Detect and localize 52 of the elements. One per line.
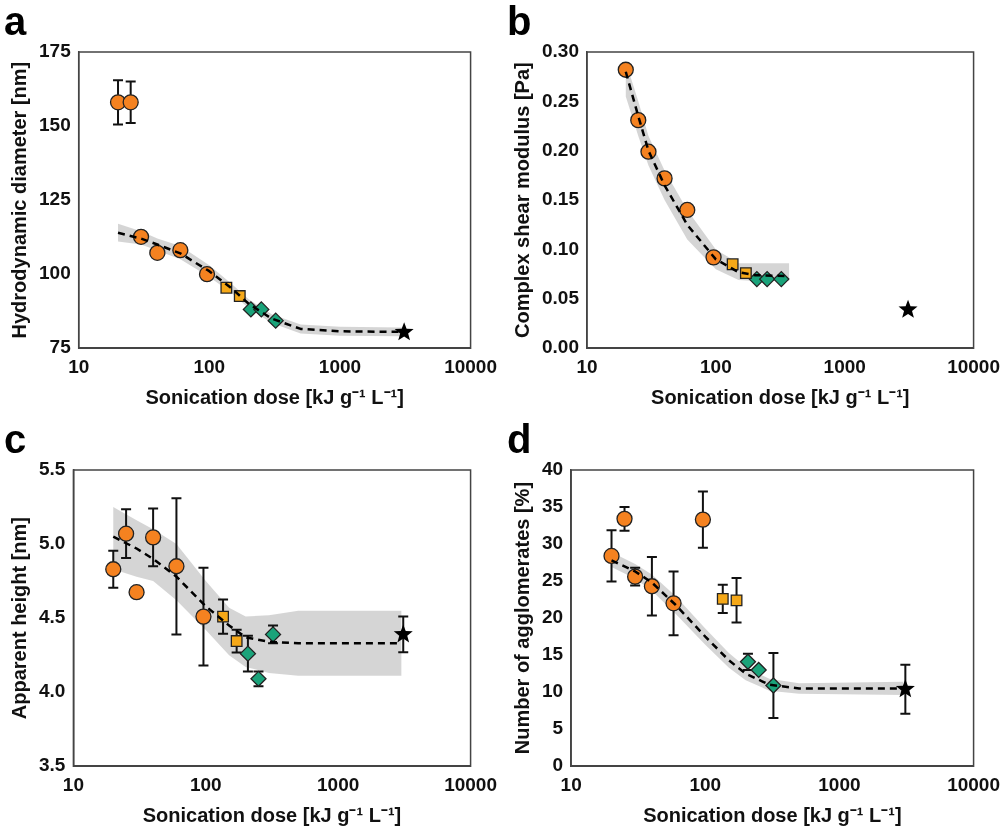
x-axis-title: Sonication dose [kJ g⁻¹ L⁻¹]	[643, 803, 902, 826]
x-tick-label: 10000	[947, 355, 1000, 377]
x-tick-label: 1000	[317, 773, 360, 795]
y-tick-label: 35	[541, 495, 564, 517]
y-tick-label: 125	[39, 188, 72, 210]
x-tick-label: 1000	[823, 355, 866, 377]
y-tick-label: 5.5	[38, 458, 66, 480]
y-tick-label: 20	[541, 606, 564, 628]
y-tick-label: 0.25	[542, 89, 580, 111]
y-axis-title: Complex shear modulus [Pa]	[510, 62, 533, 338]
x-tick-label: 100	[193, 355, 226, 377]
y-tick-label: 100	[39, 262, 71, 284]
y-tick-label: 3.5	[38, 754, 66, 776]
y-tick-label: 30	[541, 532, 564, 554]
x-tick-label: 10	[68, 355, 90, 377]
x-tick-label: 100	[700, 355, 732, 377]
x-axis-title: Sonication dose [kJ g⁻¹ L⁻¹]	[651, 385, 910, 408]
x-tick-label: 100	[689, 773, 722, 795]
x-axis-title: Sonication dose [kJ g⁻¹ L⁻¹]	[142, 803, 402, 826]
chart-title: a	[4, 0, 27, 44]
y-tick-label: 0.30	[542, 40, 579, 62]
y-axis-title: Apparent height [nm]	[7, 516, 30, 720]
x-tick-label: 10000	[947, 773, 1000, 795]
y-tick-label: 0.20	[542, 138, 579, 160]
chart-title: c	[4, 417, 27, 462]
chart-title: b	[507, 0, 532, 44]
y-tick-label: 4.0	[38, 680, 66, 702]
chart-title: d	[507, 417, 532, 462]
y-tick-label: 25	[541, 569, 564, 591]
y-tick-label: 0.15	[542, 188, 580, 210]
x-tick-label: 10000	[444, 773, 497, 795]
y-tick-label: 5.0	[38, 532, 66, 554]
y-tick-label: 10	[541, 680, 564, 702]
y-tick-label: 0.00	[542, 336, 579, 358]
y-tick-label: 75	[49, 336, 72, 358]
y-tick-label: 5	[552, 717, 564, 739]
y-tick-label: 175	[39, 40, 72, 62]
y-tick-label: 150	[39, 114, 71, 136]
y-tick-label: 0.10	[542, 237, 579, 259]
x-tick-label: 1000	[818, 773, 861, 795]
y-axis-title: Number of agglomerates [%]	[510, 481, 533, 755]
y-tick-label: 0	[552, 754, 564, 776]
y-tick-label: 15	[541, 643, 564, 665]
y-axis-title: Hydrodynamic diameter [nm]	[7, 61, 30, 339]
y-tick-label: 4.5	[38, 606, 66, 628]
y-tick-label: 40	[541, 458, 564, 480]
y-tick-label: 0.05	[542, 287, 580, 309]
x-tick-label: 1000	[318, 355, 362, 377]
x-axis-title: Sonication dose [kJ g⁻¹ L⁻¹]	[145, 385, 404, 408]
x-tick-label: 10000	[444, 355, 497, 377]
x-tick-label: 10	[576, 355, 598, 377]
x-tick-label: 100	[189, 773, 222, 795]
